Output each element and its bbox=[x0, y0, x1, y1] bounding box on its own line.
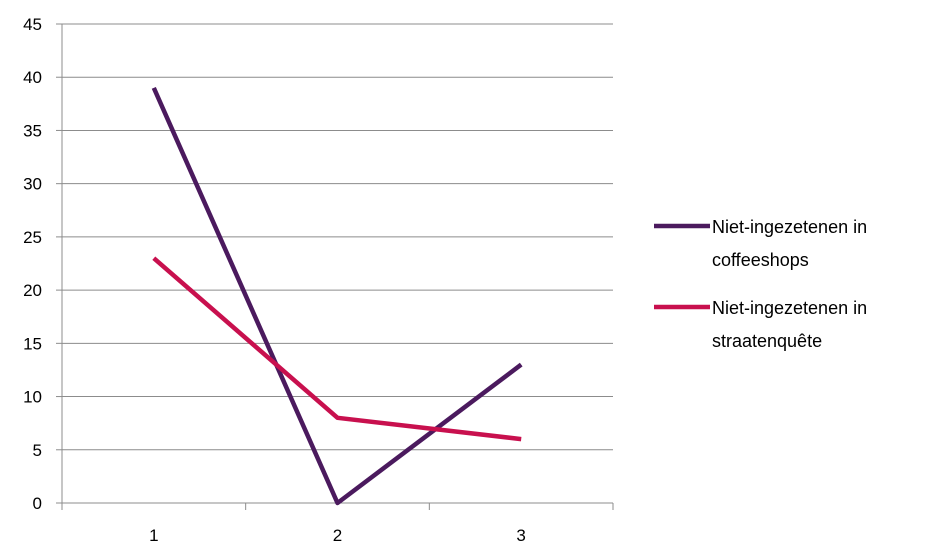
y-tick-label: 45 bbox=[23, 15, 42, 34]
y-tick-label: 30 bbox=[23, 175, 42, 194]
legend-label: Niet-ingezetenen in bbox=[712, 298, 867, 318]
x-tick-label: 1 bbox=[149, 526, 158, 545]
y-axis-tick-labels: 0 5 10 15 20 25 30 35 40 45 bbox=[23, 15, 42, 513]
x-tick-label: 3 bbox=[516, 526, 525, 545]
y-tick-label: 15 bbox=[23, 334, 42, 353]
legend: Niet-ingezetenen incoffeeshopsNiet-ingez… bbox=[654, 217, 867, 351]
y-tick-label: 25 bbox=[23, 228, 42, 247]
series-line-2 bbox=[152, 256, 522, 442]
y-tick-label: 5 bbox=[33, 441, 42, 460]
series-lines bbox=[151, 86, 523, 506]
legend-item-1: Niet-ingezetenen in coffeeshops bbox=[654, 217, 867, 270]
y-tick-label: 35 bbox=[23, 121, 42, 140]
legend-label: Niet-ingezetenen in bbox=[712, 217, 867, 237]
y-tick-label: 40 bbox=[23, 68, 42, 87]
x-tick-label: 2 bbox=[333, 526, 342, 545]
x-axis-tick-labels: 1 2 3 bbox=[149, 526, 526, 545]
gridlines bbox=[62, 23, 613, 451]
legend-label: coffeeshops bbox=[712, 250, 809, 270]
series-line-1 bbox=[151, 86, 523, 506]
legend-item-2: Niet-ingezetenen in straatenquête bbox=[654, 298, 867, 351]
axes bbox=[56, 23, 614, 510]
y-tick-label: 10 bbox=[23, 388, 42, 407]
y-tick-label: 20 bbox=[23, 281, 42, 300]
y-tick-label: 0 bbox=[33, 494, 42, 513]
legend-label: straatenquête bbox=[712, 331, 822, 351]
